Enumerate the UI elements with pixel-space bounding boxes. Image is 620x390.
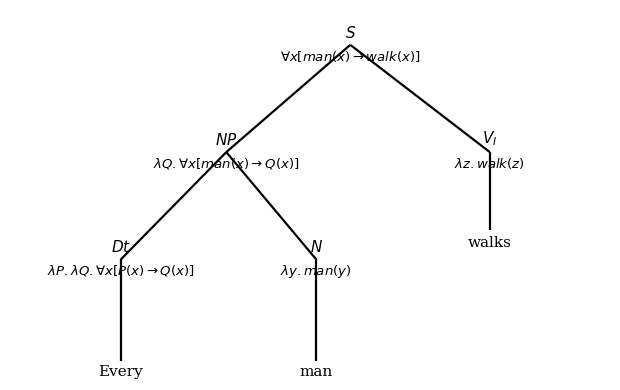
- Text: $\forall x[man(x) \rightarrow walk(x)]$: $\forall x[man(x) \rightarrow walk(x)]$: [280, 49, 420, 64]
- Text: $Dt$: $Dt$: [111, 239, 131, 255]
- Text: $V_I$: $V_I$: [482, 129, 497, 148]
- Text: $\lambda Q.\forall x[man(x) \rightarrow Q(x)]$: $\lambda Q.\forall x[man(x) \rightarrow …: [153, 156, 299, 171]
- Text: $\lambda z.walk(z)$: $\lambda z.walk(z)$: [454, 156, 525, 171]
- Text: $\lambda P.\lambda Q.\forall x[P(x) \rightarrow Q(x)]$: $\lambda P.\lambda Q.\forall x[P(x) \rig…: [47, 263, 195, 278]
- Text: $S$: $S$: [345, 25, 356, 41]
- Text: Every: Every: [99, 365, 143, 379]
- Text: $NP$: $NP$: [215, 132, 237, 148]
- Text: man: man: [299, 365, 333, 379]
- Text: walks: walks: [468, 236, 512, 250]
- Text: $N$: $N$: [310, 239, 322, 255]
- Text: $\lambda y.man(y)$: $\lambda y.man(y)$: [280, 263, 352, 280]
